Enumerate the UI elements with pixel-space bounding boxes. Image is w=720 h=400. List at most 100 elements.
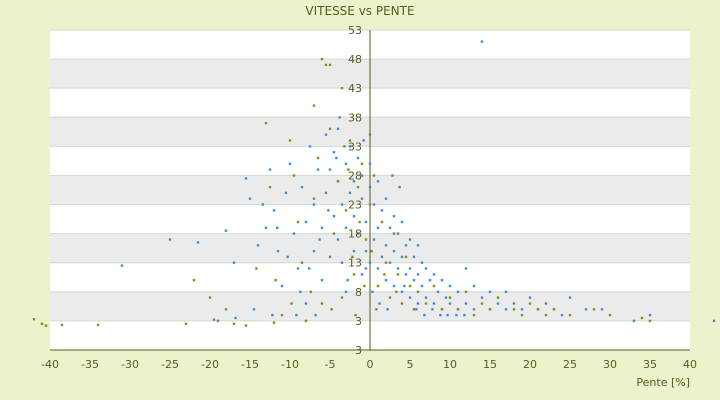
data-point (424, 267, 428, 270)
data-point (436, 290, 440, 293)
data-point (216, 319, 220, 323)
data-point (340, 261, 344, 264)
data-point (284, 191, 288, 195)
data-point (416, 302, 420, 305)
data-point (463, 313, 466, 317)
data-point (455, 313, 458, 317)
data-point (392, 215, 396, 218)
data-point (299, 290, 302, 293)
data-point (400, 302, 404, 305)
data-point (464, 302, 468, 305)
data-points (32, 40, 716, 327)
data-point (244, 177, 248, 180)
data-point (346, 279, 349, 282)
data-point (384, 244, 388, 247)
data-point (196, 241, 200, 244)
data-point (272, 209, 276, 212)
data-point (348, 191, 352, 195)
data-point (360, 174, 364, 177)
data-point (388, 296, 392, 299)
data-point (375, 308, 378, 311)
y-tick-label: 8 (355, 286, 362, 299)
data-point (391, 174, 394, 177)
data-point (432, 284, 436, 288)
data-point (376, 267, 380, 270)
x-tick-label: 15 (483, 358, 497, 371)
x-tick-label: -30 (121, 358, 139, 371)
data-point (560, 313, 564, 317)
data-point (544, 313, 548, 317)
data-point (296, 220, 300, 224)
data-point (356, 232, 360, 235)
data-point (372, 174, 376, 177)
data-point (496, 302, 500, 305)
data-point (343, 145, 346, 148)
data-point (340, 203, 344, 206)
data-point (44, 324, 48, 327)
data-point (480, 296, 484, 299)
data-point (439, 313, 442, 317)
data-point (568, 296, 572, 299)
x-tick-label: -40 (41, 358, 59, 371)
data-point (272, 321, 276, 324)
data-point (368, 261, 372, 264)
data-point (520, 308, 524, 311)
data-point (520, 313, 524, 317)
data-point (40, 322, 44, 325)
x-tick-label: 5 (407, 358, 414, 371)
data-point (552, 308, 556, 311)
data-point (376, 226, 380, 229)
data-point (232, 261, 236, 264)
data-point (320, 226, 324, 229)
data-point (360, 273, 364, 276)
data-point (184, 322, 188, 325)
data-point (328, 63, 332, 67)
data-point (380, 220, 384, 224)
data-point (446, 313, 449, 317)
data-point (274, 279, 277, 282)
data-point (208, 296, 212, 299)
data-point (378, 302, 381, 305)
data-point (398, 185, 401, 189)
y-tick-label: 28 (348, 169, 362, 182)
data-point (244, 324, 248, 327)
data-point (332, 151, 336, 154)
data-point (295, 313, 298, 317)
data-point (328, 168, 332, 171)
data-point (300, 185, 304, 189)
data-point (314, 313, 317, 317)
data-point (512, 302, 516, 305)
data-point (408, 267, 412, 270)
data-point (324, 191, 328, 195)
data-point (592, 308, 596, 311)
data-point (360, 197, 364, 200)
x-tick-label: -15 (241, 358, 259, 371)
data-point (300, 261, 304, 264)
data-point (536, 308, 540, 311)
data-point (252, 308, 256, 311)
data-point (335, 156, 338, 160)
data-point (396, 273, 400, 276)
data-point (400, 290, 404, 293)
data-point (248, 197, 252, 200)
data-point (362, 139, 365, 142)
data-point (424, 296, 428, 299)
data-point (376, 180, 380, 183)
data-point (352, 215, 356, 218)
data-point (448, 284, 452, 288)
data-point (420, 284, 424, 288)
data-point (384, 261, 388, 264)
data-point (344, 209, 348, 212)
data-point (528, 296, 532, 299)
data-point (403, 284, 406, 288)
data-point (276, 249, 280, 253)
y-tick-label: 33 (348, 140, 362, 153)
data-point (316, 168, 320, 171)
data-point (472, 313, 476, 317)
data-point (504, 290, 508, 293)
data-point (372, 238, 376, 241)
data-point (448, 296, 452, 299)
data-point (356, 156, 360, 160)
y-tick-label: 18 (348, 228, 362, 241)
